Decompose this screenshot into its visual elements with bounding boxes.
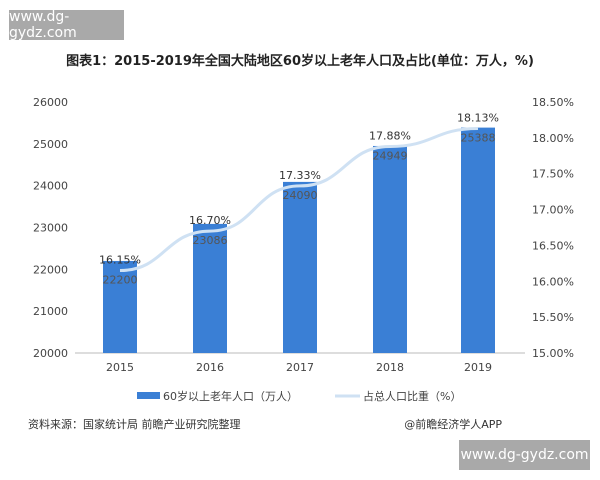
line-value-label: 17.88% — [369, 129, 411, 142]
x-tick-label: 2017 — [286, 361, 314, 374]
x-tick-label: 2015 — [106, 361, 134, 374]
legend-bar-swatch — [137, 392, 160, 399]
left-tick-label: 26000 — [33, 96, 68, 109]
x-tick-label: 2016 — [196, 361, 224, 374]
credit-note: @前瞻经济学人APP — [404, 418, 502, 431]
bar-value-label: 24949 — [373, 149, 408, 162]
bar-value-label: 24090 — [283, 189, 318, 202]
legend-line-label: 占总人口比重（%） — [363, 389, 461, 403]
line-value-label: 16.70% — [189, 214, 231, 227]
left-tick-label: 24000 — [33, 180, 68, 193]
bar-value-label: 23086 — [193, 234, 228, 247]
right-tick-label: 17.50% — [532, 168, 574, 181]
bar — [461, 127, 495, 354]
watermark-top: www.dg-gydz.com — [9, 9, 124, 41]
chart: 20000 21000 22000 23000 24000 25000 26000 15.00… — [33, 96, 574, 403]
left-tick-label: 23000 — [33, 222, 68, 235]
x-tick-label: 2018 — [376, 361, 404, 374]
source-note: 资料来源：国家统计局 前瞻产业研究院整理 — [28, 418, 241, 431]
bar — [283, 181, 317, 353]
bar-value-label: 25388 — [461, 132, 496, 145]
right-tick-label: 17.00% — [532, 204, 574, 217]
bar — [373, 145, 407, 353]
right-tick-label: 16.00% — [532, 275, 574, 288]
right-tick-label: 15.00% — [532, 347, 574, 360]
right-tick-label: 15.50% — [532, 311, 574, 324]
ratio-line — [119, 127, 479, 273]
right-tick-label: 16.50% — [532, 239, 574, 252]
legend-bar-label: 60岁以上老年人口（万人） — [163, 389, 298, 403]
left-tick-label: 20000 — [33, 347, 68, 360]
line-value-label: 17.33% — [279, 169, 321, 182]
bar-value-label: 22200 — [103, 274, 138, 287]
x-tick-label: 2019 — [464, 361, 492, 374]
bar — [193, 223, 227, 353]
watermark-bottom: www.dg-gydz.com — [459, 440, 590, 470]
left-tick-label: 25000 — [33, 138, 68, 151]
left-tick-label: 22000 — [33, 263, 68, 276]
line-value-label: 18.13% — [457, 112, 499, 125]
right-tick-label: 18.50% — [532, 96, 574, 109]
left-tick-label: 21000 — [33, 305, 68, 318]
right-tick-label: 18.00% — [532, 132, 574, 145]
line-value-label: 16.15% — [99, 254, 141, 267]
chart-title: 图表1：2015-2019年全国大陆地区60岁以上老年人口及占比(单位：万人，%… — [66, 54, 534, 69]
bar — [103, 260, 137, 353]
